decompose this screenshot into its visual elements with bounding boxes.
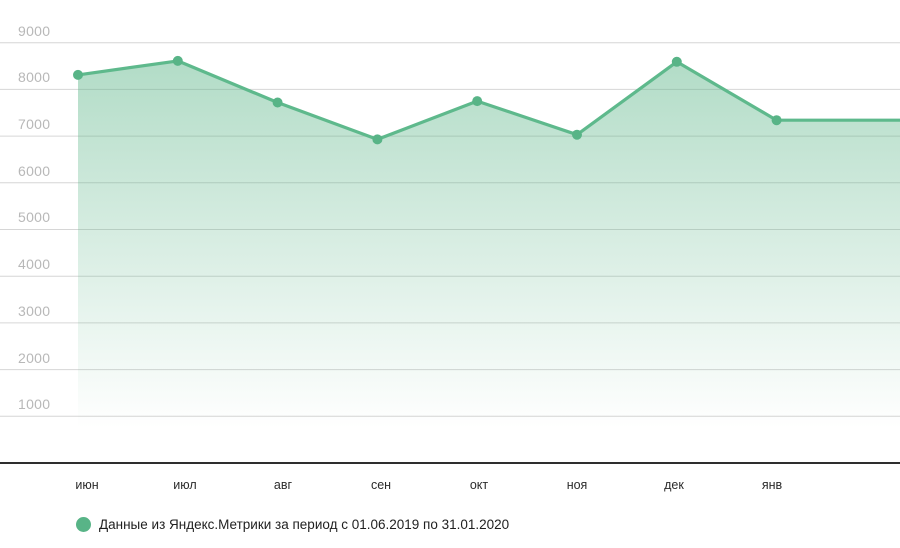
y-axis-tick-label: 1000 [18,396,51,412]
legend-label: Данные из Яндекс.Метрики за период с 01.… [99,517,510,532]
data-point [73,69,83,80]
y-axis-tick-label: 9000 [18,23,51,39]
x-axis-label: июн [75,478,99,492]
y-axis-tick-label: 8000 [18,69,51,85]
legend-item[interactable]: Данные из Яндекс.Метрики за период с 01.… [76,517,509,532]
y-axis-tick-label: 7000 [18,116,51,132]
x-axis-label: ноя [566,478,588,492]
y-axis-tick-label: 5000 [18,209,51,225]
x-axis-label: сен [370,478,392,492]
x-axis-label: авг [273,478,293,492]
data-point [372,134,383,145]
x-axis-line [0,462,900,464]
x-axis-label: дек [664,478,684,492]
x-axis-label: янв [761,478,783,492]
area-fill [78,60,900,464]
y-axis-tick-label: 6000 [18,163,51,179]
x-axis-label: окт [469,478,489,492]
y-axis-tick-label: 4000 [18,256,51,272]
data-point [771,115,782,126]
y-axis-tick-label: 2000 [18,350,51,366]
legend-marker-icon [76,517,91,532]
data-point [272,97,283,108]
y-axis-tick-label: 3000 [18,303,51,319]
data-point [172,55,183,66]
data-point [472,96,483,107]
data-point [572,129,582,140]
data-point [671,56,682,67]
x-axis-label: июл [173,478,197,492]
